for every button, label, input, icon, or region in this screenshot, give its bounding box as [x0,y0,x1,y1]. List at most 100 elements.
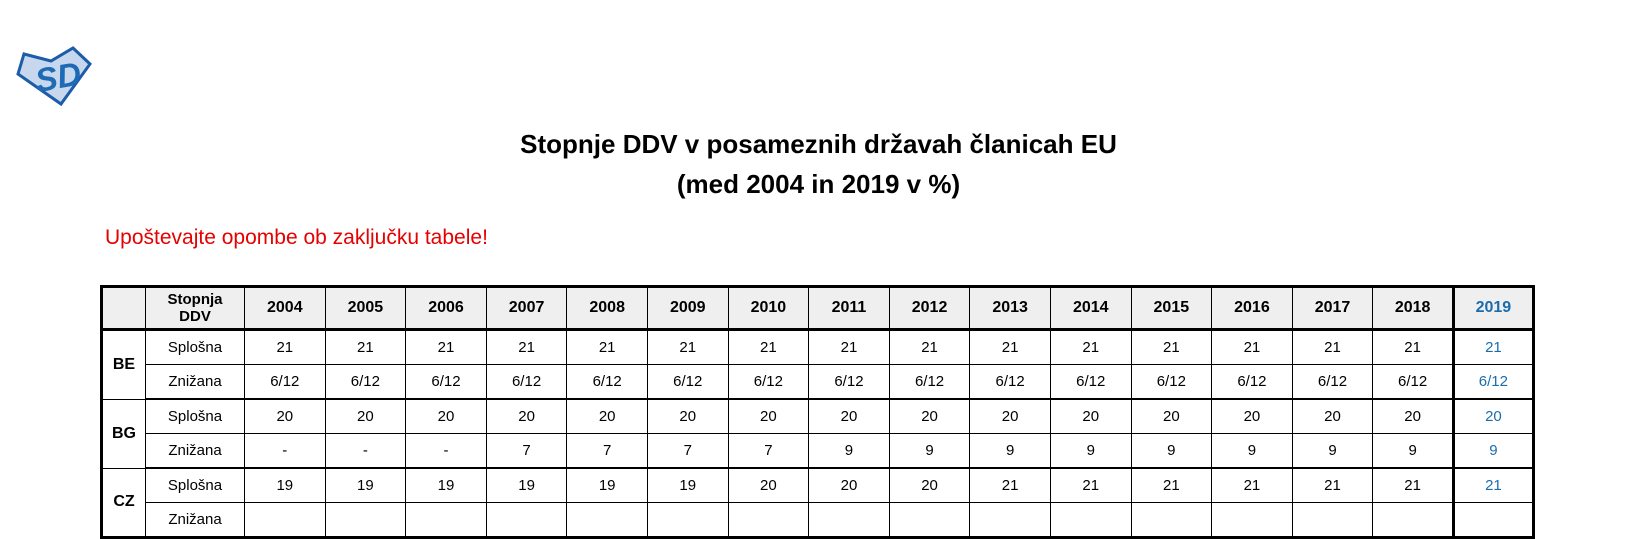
value-bg-reduced-2010: 7 [727,433,810,469]
value-cz-standard-2006: 19 [405,467,487,503]
value-be-standard-2005: 21 [324,329,407,365]
year-header-2014: 2014 [1049,286,1132,331]
year-header-2010: 2010 [727,286,810,331]
value-cz-reduced-2018 [1372,502,1454,539]
value-cz-standard-2013: 21 [969,467,1051,503]
value-bg-reduced-2013: 9 [969,433,1051,469]
value-cz-reduced-2016 [1211,502,1293,539]
sd-logo: SD [14,44,94,108]
value-be-standard-2004: 21 [244,329,326,365]
page-title: Stopnje DDV v posameznih državah članica… [0,124,1637,204]
value-bg-standard-2009: 20 [646,398,729,434]
value-be-reduced-2015: 6/12 [1130,364,1213,400]
value-be-reduced-2004: 6/12 [244,364,326,400]
value-bg-reduced-2006: - [405,433,487,469]
table-row-be-reduced: Znižana 6/12 6/12 6/12 6/12 6/12 6/12 6/12 6/12 6… [102,364,1534,400]
year-header-2017: 2017 [1291,286,1374,331]
value-be-reduced-2007: 6/12 [485,364,568,400]
value-bg-standard-2018: 20 [1372,398,1454,434]
value-cz-standard-2008: 19 [566,467,648,503]
value-be-standard-2014: 21 [1049,329,1132,365]
year-header-2005: 2005 [324,286,407,331]
value-cz-reduced-2007 [485,502,568,539]
value-cz-standard-2007: 19 [485,467,568,503]
value-be-standard-2018: 21 [1372,329,1454,365]
value-be-standard-2009: 21 [646,329,729,365]
value-be-standard-2007: 21 [485,329,568,365]
value-cz-standard-2019: 21 [1451,467,1534,503]
value-cz-standard-2004: 19 [244,467,326,503]
value-be-reduced-2010: 6/12 [727,364,810,400]
sd-logo-shield [16,46,92,107]
value-cz-reduced-2009 [646,502,729,539]
document-page: SD Stopnje DDV v posameznih državah član… [0,44,1637,539]
value-bg-reduced-2019: 9 [1451,433,1534,469]
value-cz-standard-2017: 21 [1291,467,1374,503]
value-be-standard-2008: 21 [566,329,648,365]
table-row-bg-standard: BG Splošna 20 20 20 20 20 20 20 20 20 20 20 20 20 20 20 2… [101,398,1534,469]
value-be-reduced-2018: 6/12 [1372,364,1454,400]
value-bg-reduced-2018: 9 [1372,433,1454,469]
value-bg-standard-2007: 20 [485,398,568,434]
year-header-2013: 2013 [969,286,1051,331]
value-cz-reduced-2015 [1130,502,1213,539]
value-bg-reduced-2012: 9 [888,433,971,469]
table-row-cz-standard: CZ Splošna 19 19 19 19 19 19 20 20 20 21 21 21 21 21 21 2… [101,467,1534,538]
year-header-2004: 2004 [244,286,326,331]
value-bg-reduced-2015: 9 [1130,433,1213,469]
value-be-standard-2017: 21 [1291,329,1374,365]
value-be-reduced-2009: 6/12 [646,364,729,400]
value-cz-standard-2015: 21 [1130,467,1213,503]
value-cz-reduced-2011 [808,502,890,539]
rate-header: Stopnja DDV [145,286,245,331]
value-cz-reduced-2010 [727,502,810,539]
value-bg-standard-2006: 20 [405,398,487,434]
value-bg-standard-2013: 20 [969,398,1051,434]
year-header-2019: 2019 [1451,286,1534,331]
value-bg-standard-2004: 20 [244,398,326,434]
value-be-reduced-2005: 6/12 [324,364,407,400]
value-cz-reduced-2012 [888,502,971,539]
value-be-reduced-2008: 6/12 [566,364,648,400]
value-bg-reduced-2011: 9 [808,433,890,469]
value-cz-standard-2010: 20 [727,467,810,503]
value-be-reduced-2017: 6/12 [1291,364,1374,400]
value-cz-reduced-2013 [969,502,1051,539]
title-line2: (med 2004 in 2019 v %) [676,169,961,199]
year-header-2008: 2008 [566,286,648,331]
value-bg-standard-2010: 20 [727,398,810,434]
year-header-2018: 2018 [1372,286,1454,331]
value-be-standard-2013: 21 [969,329,1051,365]
year-header-2011: 2011 [808,286,890,331]
value-be-standard-2019: 21 [1451,329,1534,365]
value-bg-reduced-2008: 7 [566,433,648,469]
year-header-2015: 2015 [1130,286,1213,331]
value-bg-standard-2005: 20 [324,398,407,434]
value-bg-standard-2017: 20 [1291,398,1374,434]
value-cz-reduced-2014 [1049,502,1132,539]
value-cz-standard-2012: 20 [888,467,971,503]
value-bg-standard-2011: 20 [808,398,890,434]
value-be-reduced-2014: 6/12 [1049,364,1132,400]
value-bg-reduced-2009: 7 [646,433,729,469]
value-be-reduced-2006: 6/12 [405,364,487,400]
year-header-2009: 2009 [646,286,729,331]
value-cz-reduced-2017 [1291,502,1374,539]
value-cz-reduced-2004 [244,502,326,539]
value-be-standard-2016: 21 [1211,329,1293,365]
rate-label-standard: Splošna [145,467,245,503]
value-cz-standard-2018: 21 [1372,467,1454,503]
value-bg-standard-2014: 20 [1049,398,1132,434]
value-bg-reduced-2017: 9 [1291,433,1374,469]
vat-table: Stopnja DDV 2004 2005 2006 2007 2008 2009 2010… [100,285,1535,539]
table-row-cz-reduced: Znižana [102,502,1534,539]
value-cz-reduced-2008 [566,502,648,539]
value-bg-reduced-2007: 7 [485,433,568,469]
value-be-standard-2012: 21 [888,329,971,365]
value-bg-reduced-2016: 9 [1211,433,1293,469]
year-header-2016: 2016 [1211,286,1293,331]
country-code-be: BE [101,329,146,400]
value-be-standard-2015: 21 [1130,329,1213,365]
value-cz-reduced-2019 [1451,502,1534,539]
rate-label-reduced: Znižana [145,364,245,400]
